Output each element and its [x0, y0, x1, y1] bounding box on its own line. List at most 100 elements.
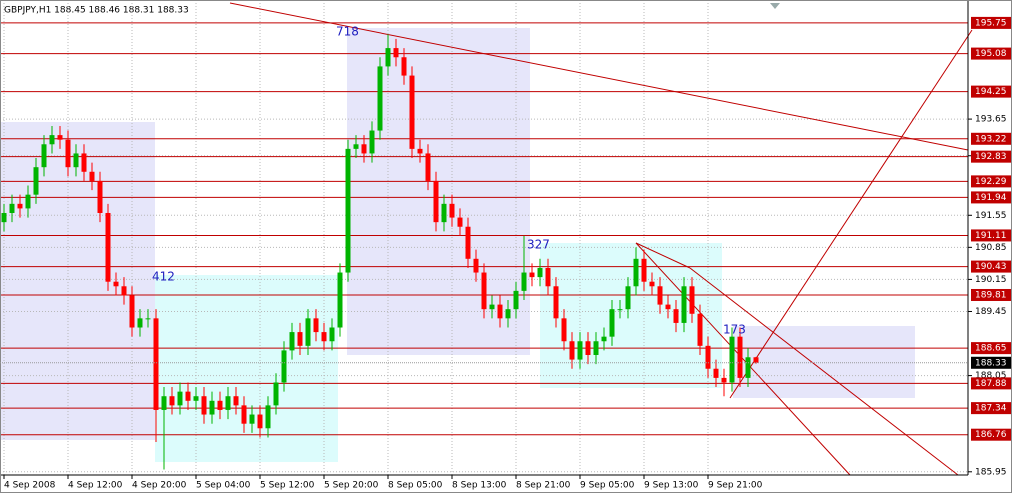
candle-body: [361, 144, 367, 154]
level-box: [971, 47, 1011, 60]
candle-body: [537, 267, 543, 278]
level-box: [971, 342, 1011, 355]
x-tick-label: 4 Sep 2008: [4, 481, 56, 491]
level-label: 186.76: [975, 430, 1007, 440]
level-label: 192.29: [975, 177, 1007, 187]
candle-body: [449, 203, 455, 218]
candle-body: [137, 318, 143, 328]
level-label: 190.43: [975, 262, 1007, 272]
level-box: [971, 175, 1011, 188]
candle-body: [281, 350, 287, 383]
annotation: 718: [336, 25, 359, 39]
trend-line: [689, 267, 959, 476]
candle-body: [273, 382, 279, 406]
candle-body: [17, 203, 23, 209]
x-tick-label: 4 Sep 20:00: [132, 481, 187, 491]
candle-body: [657, 286, 663, 305]
candle-body: [337, 272, 343, 328]
x-tick-label: 8 Sep 21:00: [516, 481, 571, 491]
candle-body: [33, 167, 39, 195]
level-label: 194.25: [975, 87, 1007, 97]
candle-body: [161, 396, 167, 410]
x-tick-label: 5 Sep 04:00: [196, 481, 251, 491]
candle-body: [665, 304, 671, 310]
candle-body: [609, 309, 615, 337]
y-tick-label: 190.85: [975, 243, 1007, 253]
level-label: 188.65: [975, 344, 1007, 354]
candle-body: [97, 180, 103, 213]
candle-body: [425, 153, 431, 181]
candle-body: [401, 57, 407, 76]
candle-body: [321, 332, 327, 342]
trend-line: [635, 242, 851, 476]
candle-body: [465, 226, 471, 259]
candle-body: [529, 272, 535, 278]
level-box: [971, 288, 1011, 301]
candle-body: [505, 309, 511, 319]
candle-body: [129, 295, 135, 328]
candle-body: [513, 290, 519, 310]
candle-body: [473, 258, 479, 273]
candle-body: [369, 130, 375, 154]
level-box: [971, 402, 1011, 415]
candle-body: [593, 341, 599, 355]
level-label: 192.83: [975, 152, 1007, 162]
candle-body: [569, 341, 575, 360]
candle-body: [81, 153, 87, 172]
annotation: 327: [527, 238, 550, 252]
candle-body: [713, 368, 719, 378]
x-tick-label: 8 Sep 05:00: [388, 481, 443, 491]
candle-body: [481, 272, 487, 310]
candle-body: [217, 400, 223, 410]
x-tick-label: 4 Sep 12:00: [68, 481, 123, 491]
candle-body: [641, 258, 647, 282]
level-box: [971, 132, 1011, 145]
annotation: 173: [723, 323, 746, 337]
candle-body: [577, 341, 583, 360]
level-box: [971, 191, 1011, 204]
candle-body: [377, 66, 383, 131]
candle-body: [633, 258, 639, 287]
y-tick-label: 190.15: [975, 275, 1007, 285]
candle-body: [169, 396, 175, 406]
candle-body: [745, 357, 751, 378]
candle-body: [177, 391, 183, 406]
level-box: [971, 377, 1011, 390]
candle-body: [601, 336, 607, 342]
candle-body: [313, 318, 319, 333]
zones: [0, 28, 915, 462]
candle-body: [49, 135, 55, 145]
level-label: 189.81: [975, 290, 1007, 300]
candle-body: [225, 396, 231, 410]
chart-title: GBPJPY,H1 188.45 188.46 188.31 188.33: [4, 6, 189, 16]
candle-body: [353, 144, 359, 149]
x-tick-label: 5 Sep 12:00: [260, 481, 315, 491]
trend-line: [729, 29, 973, 399]
candle-body: [209, 400, 215, 415]
level-label: 187.34: [975, 404, 1007, 414]
candle-body: [625, 286, 631, 310]
candle-body: [553, 286, 559, 319]
candle-body: [729, 336, 735, 383]
level-box: [971, 150, 1011, 163]
candle-body: [289, 332, 295, 351]
zone: [0, 122, 155, 440]
candle-body: [457, 217, 463, 227]
candle-body: [585, 341, 591, 355]
x-tick-label: 9 Sep 05:00: [580, 481, 635, 491]
candle-body: [521, 272, 527, 291]
level-box: [971, 428, 1011, 441]
candle-body: [265, 405, 271, 429]
candle-body: [697, 313, 703, 346]
y-tick-label: 188.05: [975, 371, 1007, 381]
candle-body: [673, 309, 679, 323]
candle-body: [561, 318, 567, 342]
candle-body: [241, 405, 247, 424]
x-tick-label: 9 Sep 13:00: [644, 481, 699, 491]
candle-body: [105, 212, 111, 282]
candle-body: [737, 336, 743, 378]
candle-body: [233, 396, 239, 406]
candle-body: [57, 135, 63, 140]
level-box: [971, 16, 1011, 29]
